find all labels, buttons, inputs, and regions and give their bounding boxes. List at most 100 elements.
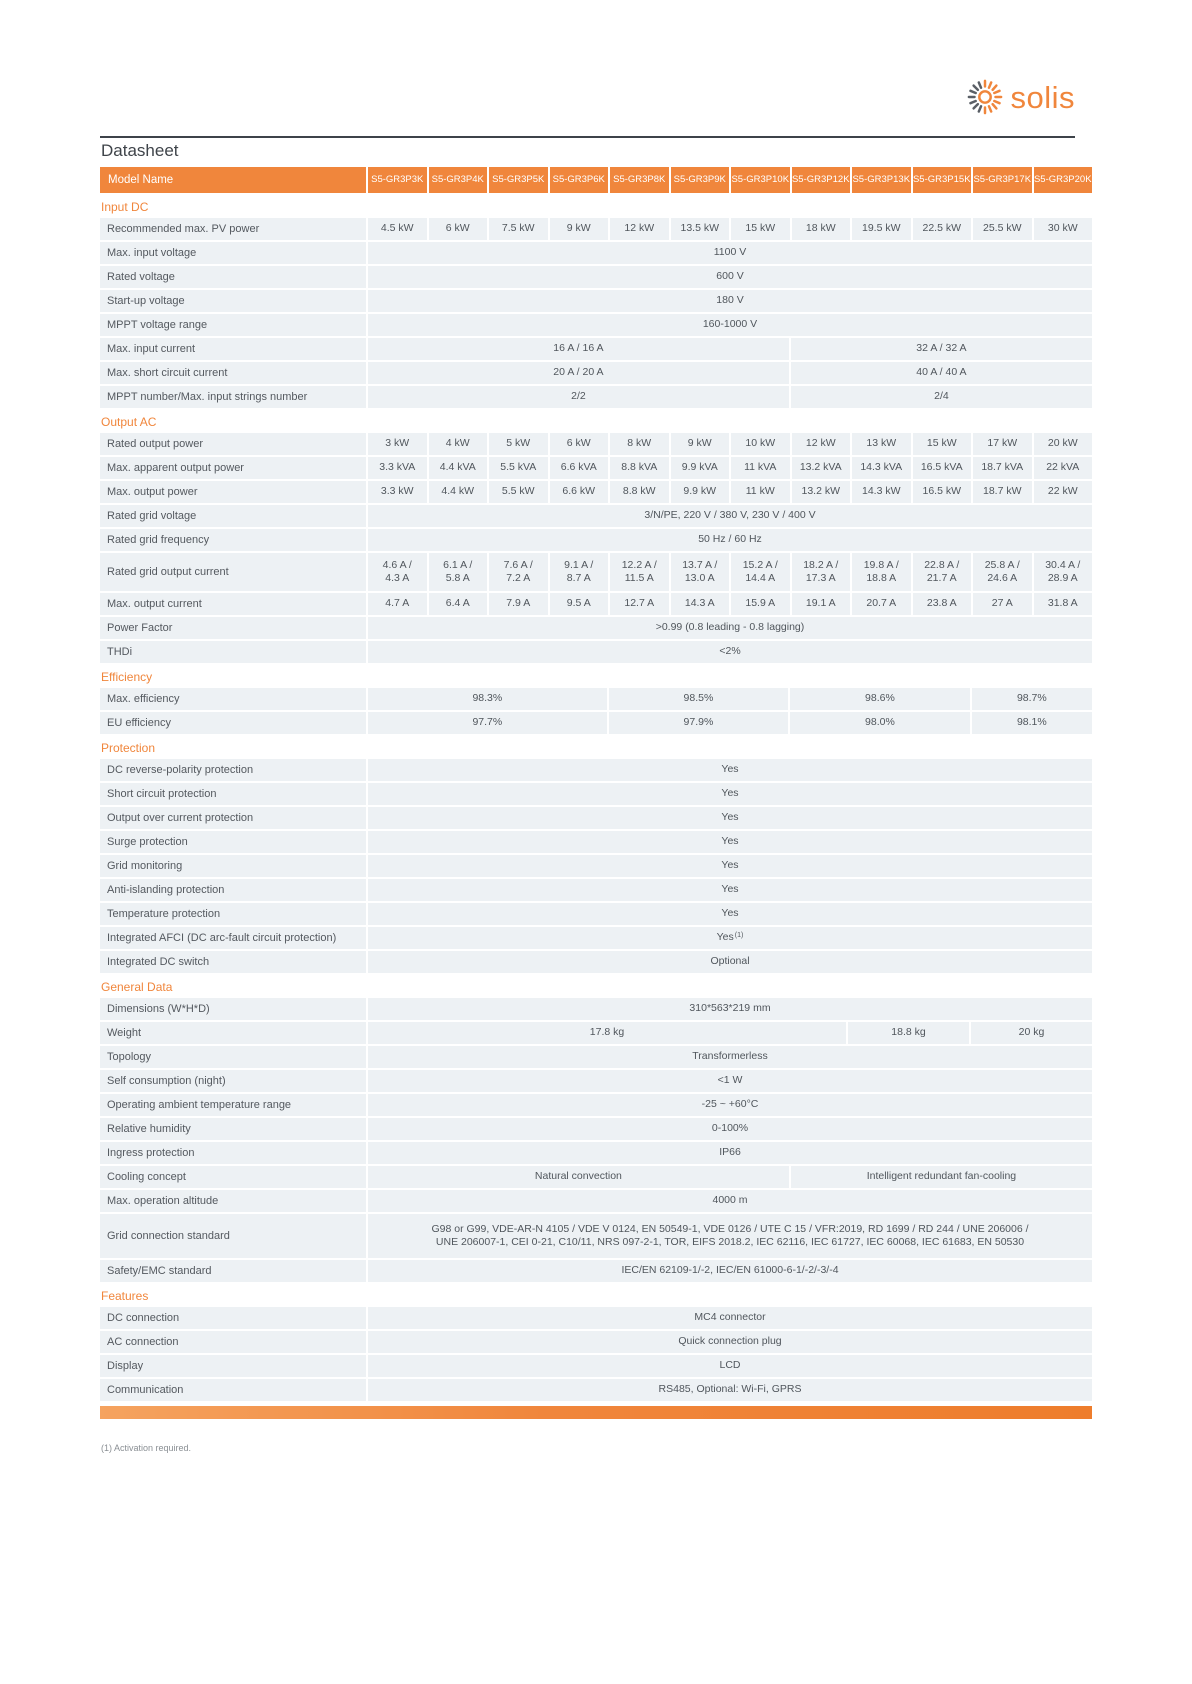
row-label: Integrated DC switch <box>100 951 366 973</box>
row-label: Surge protection <box>100 831 366 853</box>
spec-cell: 160-1000 V <box>368 314 1092 336</box>
spec-cell: 12 kW <box>610 218 669 240</box>
spec-cell: 15.9 A <box>731 593 790 615</box>
row-label: Rated grid output current <box>100 553 366 591</box>
spec-cell: 4 kW <box>428 433 487 455</box>
spec-cell: 4.4 kW <box>428 481 487 503</box>
spec-cell: 7.6 A / 7.2 A <box>489 553 548 591</box>
spec-row: EU efficiency 97.7% 97.9% 98.0% 98.1% <box>100 712 1092 734</box>
spec-cell: 19.8 A / 18.8 A <box>852 553 911 591</box>
row-label: Display <box>100 1355 366 1377</box>
spec-row: DC connection MC4 connector <box>100 1307 1092 1329</box>
spec-cell: 9 kW <box>670 433 729 455</box>
model-column-header: S5-GR3P13K <box>852 167 911 193</box>
spec-cell: 1100 V <box>368 242 1092 264</box>
spec-cell: 16.5 kVA <box>912 457 971 479</box>
spec-cell: 18.8 kg <box>848 1022 969 1044</box>
section-title: Output AC <box>101 415 157 429</box>
spec-cell: 4.5 kW <box>368 218 427 240</box>
spec-cell: 18 kW <box>791 218 850 240</box>
spec-cell: <1 W <box>368 1070 1092 1092</box>
spec-cell: <2% <box>368 641 1092 663</box>
spec-cell: 14.3 kW <box>852 481 911 503</box>
spec-cell: 2/4 <box>790 386 1092 408</box>
spec-cell: 20.7 A <box>852 593 911 615</box>
spec-cell: 11 kW <box>731 481 790 503</box>
model-column-header: S5-GR3P9K <box>670 167 729 193</box>
spec-row: Surge protection Yes <box>100 831 1092 853</box>
section-title: Input DC <box>101 200 149 214</box>
spec-cell: 9 kW <box>549 218 608 240</box>
spec-cell: 22 kW <box>1033 481 1092 503</box>
spec-cell: 9.5 A <box>549 593 608 615</box>
spec-cell: 13.5 kW <box>670 218 729 240</box>
section-title: Protection <box>101 741 156 755</box>
spec-cell: 12.2 A / 11.5 A <box>610 553 669 591</box>
row-label: Rated voltage <box>100 266 366 288</box>
spec-row: Rated grid voltage 3/N/PE, 220 V / 380 V,… <box>100 505 1092 527</box>
row-label: Recommended max. PV power <box>100 218 366 240</box>
spec-row: Integrated AFCI (DC arc-fault circuit pr… <box>100 927 1092 949</box>
row-label: AC connection <box>100 1331 366 1353</box>
model-column-header: S5-GR3P15K <box>912 167 971 193</box>
spec-cell: 30.4 A / 28.9 A <box>1033 553 1092 591</box>
spec-row: Rated voltage 600 V <box>100 266 1092 288</box>
spec-cell: Yes <box>368 831 1092 853</box>
spec-cell: Yes <box>368 783 1092 805</box>
spec-cell: Yes <box>368 879 1092 901</box>
spec-row: Max. output power 3.3 kW 4.4 kW 5.5 kW 6.6 k… <box>100 481 1092 503</box>
row-label: DC reverse-polarity protection <box>100 759 366 781</box>
spec-cell: 27 A <box>973 593 1032 615</box>
spec-cell: 19.1 A <box>791 593 850 615</box>
spec-cell: 15 kW <box>912 433 971 455</box>
spec-cell: 5.5 kVA <box>489 457 548 479</box>
spec-cell: -25 ~ +60°C <box>368 1094 1092 1116</box>
spec-row: Power Factor >0.99 (0.8 leading - 0.8 lag… <box>100 617 1092 639</box>
content-column: Datasheet Model Name S5-GR3P3K S5-GR3P4K S5… <box>100 136 1092 1453</box>
row-label: MPPT number/Max. input strings number <box>100 386 366 408</box>
spec-cell: 14.3 kVA <box>852 457 911 479</box>
spec-row: Dimensions (W*H*D) 310*563*219 mm <box>100 998 1092 1020</box>
spec-cell: Yes <box>368 759 1092 781</box>
row-label: Max. input voltage <box>100 242 366 264</box>
spec-cell: 4.4 kVA <box>428 457 487 479</box>
spec-cell: Yes <box>368 855 1092 877</box>
spec-cell: 25.8 A / 24.6 A <box>973 553 1032 591</box>
spec-cell: Yes <box>368 807 1092 829</box>
spec-cell: 6.6 kW <box>549 481 608 503</box>
spec-row: Max. operation altitude 4000 m <box>100 1190 1092 1212</box>
page-title: Datasheet <box>101 141 179 160</box>
spec-cell: 9.9 kVA <box>670 457 729 479</box>
row-label: Max. output power <box>100 481 366 503</box>
row-label: Temperature protection <box>100 903 366 925</box>
spec-cell: 8.8 kVA <box>610 457 669 479</box>
spec-cell: 98.1% <box>971 712 1092 734</box>
spec-cell: 13.7 A / 13.0 A <box>670 553 729 591</box>
row-label: Grid connection standard <box>100 1214 366 1258</box>
spec-row: Max. efficiency 98.3% 98.5% 98.6% 98.7% <box>100 688 1092 710</box>
spec-cell: Yes <box>368 903 1092 925</box>
spec-row: Operating ambient temperature range -25 ~… <box>100 1094 1092 1116</box>
spec-cell: 9.1 A / 8.7 A <box>549 553 608 591</box>
spec-cell: 22.8 A / 21.7 A <box>912 553 971 591</box>
spec-row: Grid connection standard G98 or G99, VDE-… <box>100 1214 1092 1258</box>
spec-cell: 3.3 kW <box>368 481 427 503</box>
spec-cell: 17 kW <box>973 433 1032 455</box>
spec-row: Rated output power 3 kW 4 kW 5 kW 6 kW 8 kW 9 … <box>100 433 1092 455</box>
model-column-header: S5-GR3P8K <box>610 167 669 193</box>
spec-cell: 13.2 kW <box>791 481 850 503</box>
section-title: Efficiency <box>101 670 153 684</box>
spec-cell: 40 A / 40 A <box>790 362 1092 384</box>
row-label: Communication <box>100 1379 366 1401</box>
spec-row: MPPT voltage range 160-1000 V <box>100 314 1092 336</box>
spec-cell: 17.8 kg <box>368 1022 846 1044</box>
spec-cell: 11 kVA <box>731 457 790 479</box>
spec-cell: RS485, Optional: Wi-Fi, GPRS <box>368 1379 1092 1401</box>
spec-cell: 18.7 kW <box>973 481 1032 503</box>
spec-row: THDi <2% <box>100 641 1092 663</box>
row-label: Dimensions (W*H*D) <box>100 998 366 1020</box>
spec-row: Cooling concept Natural convection Intelli… <box>100 1166 1092 1188</box>
spec-cell: 97.9% <box>608 712 789 734</box>
row-label: Max. input current <box>100 338 366 360</box>
